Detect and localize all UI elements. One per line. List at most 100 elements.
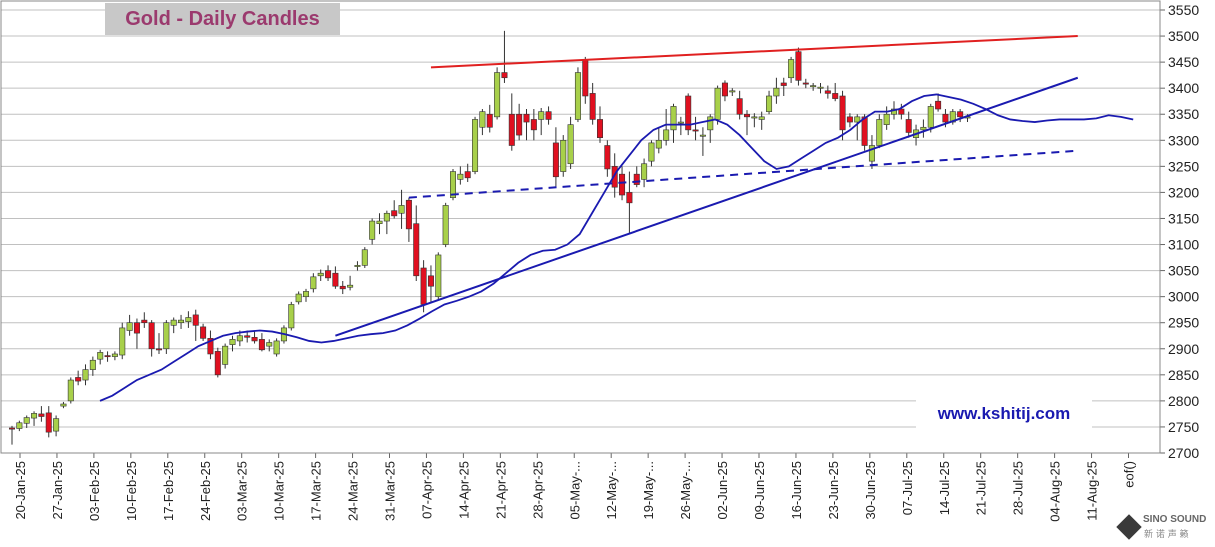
candle-body (266, 342, 273, 347)
candle-body (82, 369, 89, 381)
candle-body (251, 336, 258, 342)
candle-body (178, 319, 185, 324)
x-tick-label: 23-Jun-25 (826, 461, 841, 520)
watermark-text: www.kshitij.com (937, 404, 1071, 423)
candle-body (45, 412, 52, 433)
x-tick-label: 24-Feb-25 (198, 461, 213, 521)
candle-body (405, 199, 412, 230)
candle-body (339, 285, 346, 290)
logo-name: SINO SOUND (1143, 514, 1207, 525)
x-tick-label: 31-Mar-25 (383, 461, 398, 521)
candle-body (692, 129, 699, 132)
candle-body (244, 335, 251, 338)
candle-body (369, 220, 376, 240)
candle-body (545, 111, 552, 120)
candle-body (141, 319, 148, 324)
candle-body (23, 417, 30, 424)
candle-body (111, 353, 118, 357)
candle-body (942, 113, 949, 123)
x-tick-label: 11-Aug-25 (1085, 461, 1100, 521)
candle-body (758, 116, 765, 120)
candle-body (817, 86, 824, 89)
candle-body (677, 121, 684, 124)
candle-body (332, 272, 339, 287)
y-tick-label: 2700 (1168, 445, 1199, 461)
candle-body (780, 82, 787, 86)
candle-body (494, 72, 501, 118)
x-tick-label: 19-May-... (641, 461, 656, 520)
candle-body (905, 119, 912, 133)
candle-body (861, 116, 868, 146)
chart-title-box: Gold - Daily Candles (105, 3, 340, 35)
y-tick-label: 3500 (1168, 28, 1199, 44)
x-tick-label: 30-Jun-25 (863, 461, 878, 520)
candle-body (773, 87, 780, 97)
candle-body (832, 93, 839, 99)
candle-body (508, 113, 515, 146)
candle-body (53, 418, 60, 432)
candle-body (721, 82, 728, 97)
y-tick-label: 3250 (1168, 158, 1199, 174)
candle-body (846, 116, 853, 123)
candle-body (604, 145, 611, 170)
x-tick-label: 10-Mar-25 (272, 461, 287, 521)
candle-body (611, 166, 618, 188)
candle-body (574, 72, 581, 120)
candle-body (435, 254, 442, 297)
x-tick-label: 14-Jul-25 (937, 461, 952, 515)
candle-body (596, 119, 603, 138)
candle-body (104, 355, 111, 358)
candle-body (883, 113, 890, 125)
candle-body (714, 87, 721, 120)
candle-body (670, 106, 677, 131)
y-tick-label: 3450 (1168, 54, 1199, 70)
candle-body (67, 379, 74, 402)
candle-body (207, 338, 214, 355)
chart-title: Gold - Daily Candles (125, 7, 320, 30)
candle-body (391, 210, 398, 217)
logo-sub: 新 诺 声 籁 (1144, 530, 1189, 540)
y-tick-label: 3100 (1168, 237, 1199, 253)
y-tick-label: 3550 (1168, 2, 1199, 18)
candle-body (523, 113, 530, 123)
candle-body (619, 173, 626, 196)
x-tick-label: 09-Jun-25 (752, 461, 767, 520)
moving-average-line (99, 93, 1134, 402)
candle-body (295, 293, 302, 303)
x-tick-label: 14-Apr-25 (456, 461, 471, 519)
plot-border (0, 0, 1161, 454)
x-tick-label: 21-Apr-25 (493, 461, 508, 519)
candle-body (361, 249, 368, 266)
resistance-line (430, 35, 1078, 69)
watermark: www.kshitij.com (916, 399, 1092, 429)
x-tick-label: 07-Apr-25 (419, 461, 434, 519)
candle-body (641, 163, 648, 180)
candle-body (258, 339, 265, 351)
candle-body (354, 265, 361, 267)
candle-body (302, 291, 309, 297)
x-tick-label: 24-Mar-25 (346, 461, 361, 521)
candle-body (743, 113, 750, 118)
y-tick-label: 3400 (1168, 80, 1199, 96)
trend-lines (99, 35, 1134, 402)
candle-body (788, 59, 795, 79)
candle-body (633, 173, 640, 185)
candle-body (751, 116, 758, 119)
x-tick-label: 28-Jul-25 (1011, 461, 1026, 515)
y-tick-label: 3350 (1168, 106, 1199, 122)
candle-body (229, 339, 236, 345)
candle-body (729, 90, 736, 93)
candle-body (376, 220, 383, 224)
y-tick-label: 2950 (1168, 315, 1199, 331)
candle-body (413, 223, 420, 277)
candle-body (9, 427, 16, 430)
candle-body (126, 322, 133, 331)
candle-body (898, 108, 905, 115)
candle-body (766, 95, 773, 112)
y-tick-label: 3000 (1168, 289, 1199, 305)
candle-body (707, 116, 714, 131)
candle-body (148, 322, 155, 350)
candle-body (479, 111, 486, 128)
logo-diamond-icon (1116, 514, 1142, 540)
